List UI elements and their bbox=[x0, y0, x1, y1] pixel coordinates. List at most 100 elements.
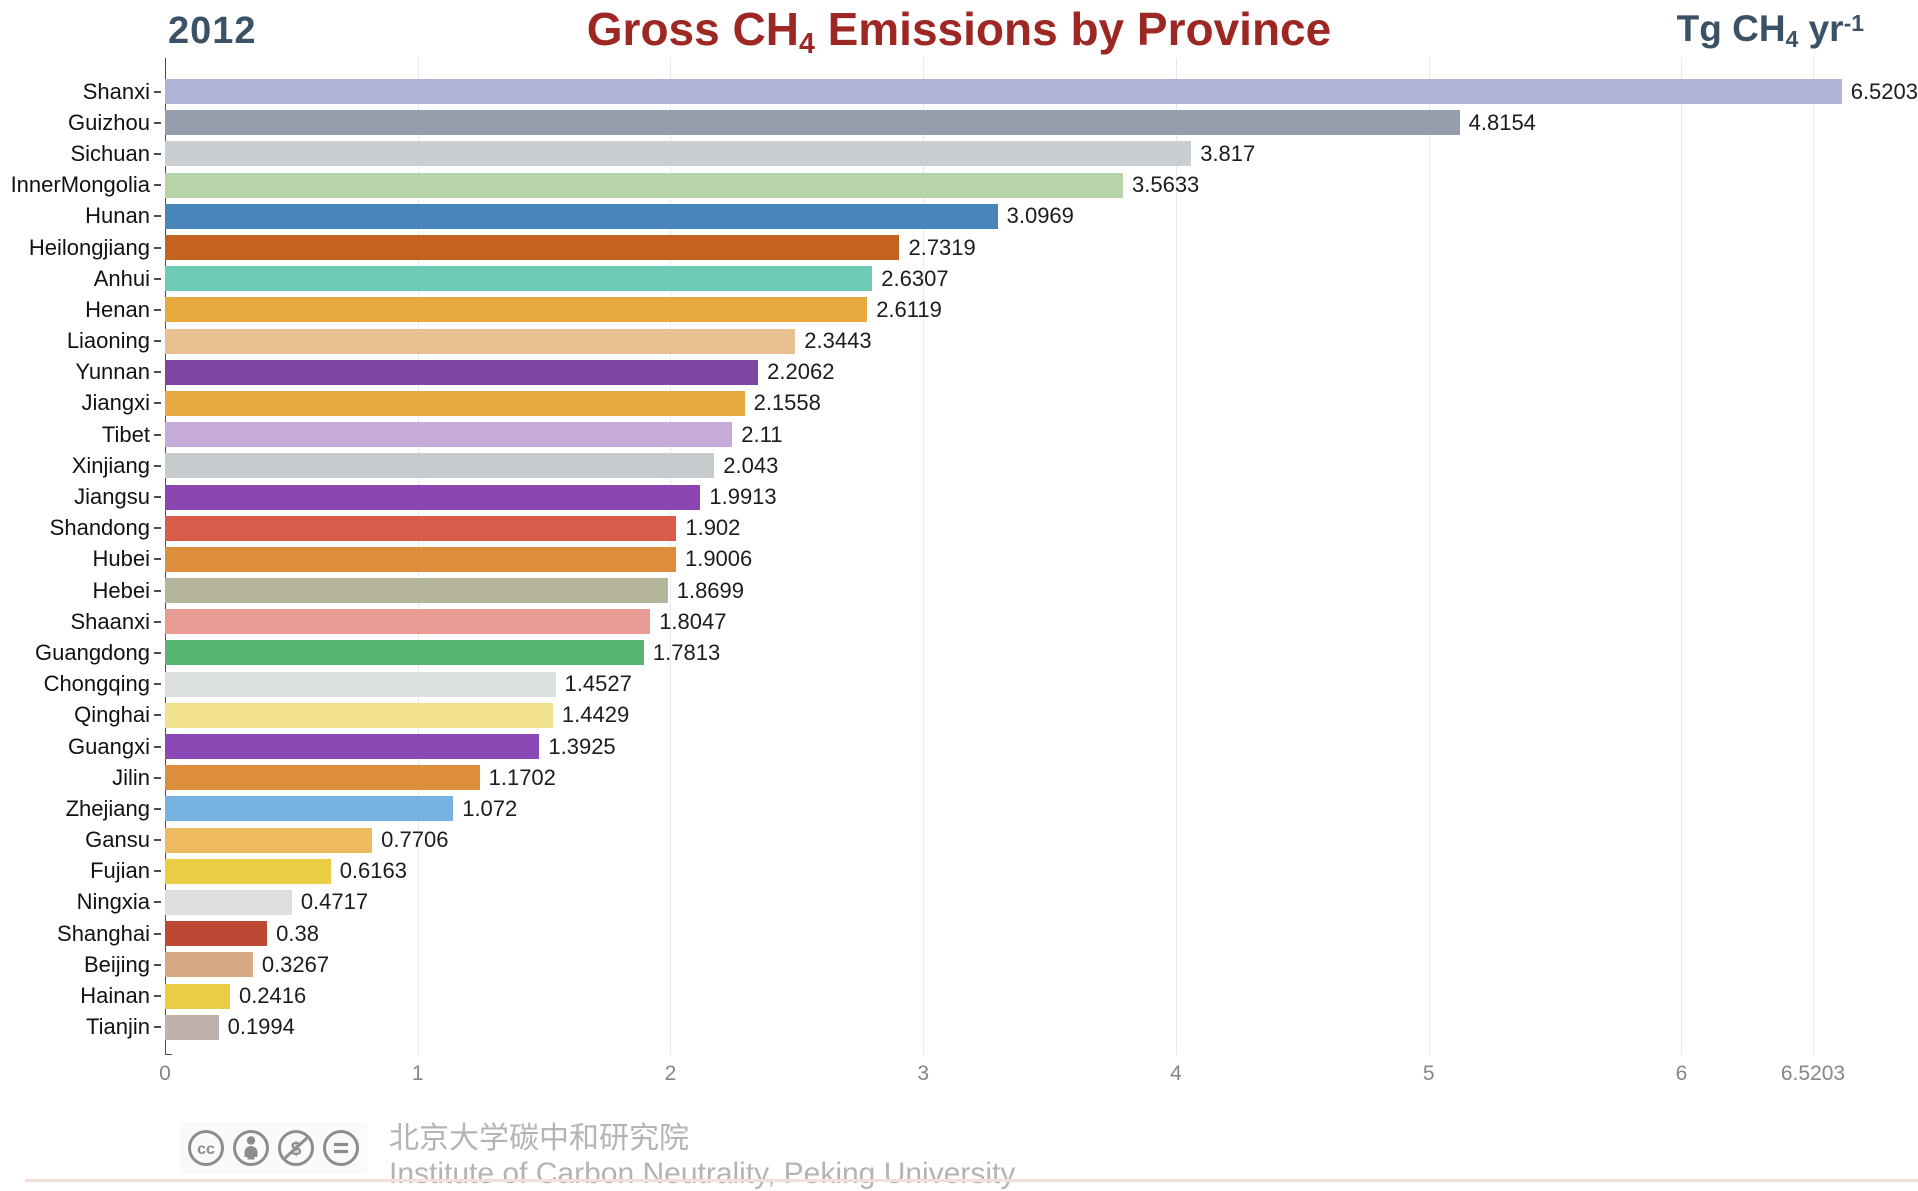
y-tick-mark bbox=[154, 652, 161, 654]
bar-track: 1.902 bbox=[165, 516, 1918, 541]
value-label: 6.5203 bbox=[1851, 79, 1918, 105]
unit-text: Tg CH bbox=[1677, 8, 1786, 49]
bar bbox=[165, 485, 700, 510]
x-tick-label: 3 bbox=[917, 1062, 929, 1086]
x-tick-label: 2 bbox=[665, 1062, 677, 1086]
x-tick-label: 4 bbox=[1170, 1062, 1182, 1086]
attribution-icon bbox=[231, 1128, 271, 1168]
bar-track: 3.817 bbox=[165, 141, 1918, 166]
category-label: Henan bbox=[0, 297, 150, 323]
y-tick-mark bbox=[154, 590, 161, 592]
bar bbox=[165, 765, 480, 790]
unit-label: Tg CH4 yr-1 bbox=[1677, 8, 1864, 50]
bar-track: 3.0969 bbox=[165, 204, 1918, 229]
bar-track: 0.7706 bbox=[165, 828, 1918, 853]
bar-row: Henan 2.6119 bbox=[0, 294, 1918, 325]
bar-track: 1.4527 bbox=[165, 672, 1918, 697]
bar-row: Qinghai 1.4429 bbox=[0, 700, 1918, 731]
value-label: 3.817 bbox=[1200, 141, 1255, 167]
bar-track: 2.2062 bbox=[165, 360, 1918, 385]
value-label: 1.8047 bbox=[659, 609, 726, 635]
no-derivatives-icon bbox=[321, 1128, 361, 1168]
value-label: 0.6163 bbox=[340, 858, 407, 884]
value-label: 2.7319 bbox=[908, 235, 975, 261]
bar bbox=[165, 297, 867, 322]
x-tick-label: 1 bbox=[412, 1062, 424, 1086]
bar-row: Sichuan 3.817 bbox=[0, 138, 1918, 169]
unit-text-2: yr bbox=[1798, 8, 1843, 49]
category-label: Shandong bbox=[0, 515, 150, 541]
value-label: 3.0969 bbox=[1007, 203, 1074, 229]
category-label: Jiangxi bbox=[0, 390, 150, 416]
value-label: 1.4527 bbox=[565, 671, 632, 697]
cc-icon: cc bbox=[186, 1128, 226, 1168]
y-tick-mark bbox=[154, 901, 161, 903]
category-label: Xinjiang bbox=[0, 453, 150, 479]
bar-track: 4.8154 bbox=[165, 110, 1918, 135]
bar bbox=[165, 672, 556, 697]
y-tick-mark bbox=[154, 402, 161, 404]
y-tick-mark bbox=[154, 91, 161, 93]
bar-track: 0.4717 bbox=[165, 890, 1918, 915]
y-tick-mark bbox=[154, 870, 161, 872]
y-tick-mark bbox=[154, 434, 161, 436]
bar bbox=[165, 141, 1191, 166]
svg-text:cc: cc bbox=[197, 1141, 215, 1158]
x-tick-label: 6.5203 bbox=[1781, 1062, 1845, 1086]
bar bbox=[165, 828, 372, 853]
bar-row: Gansu 0.7706 bbox=[0, 825, 1918, 856]
y-tick-mark bbox=[154, 340, 161, 342]
value-label: 1.4429 bbox=[562, 702, 629, 728]
bar-track: 3.5633 bbox=[165, 173, 1918, 198]
category-label: Tianjin bbox=[0, 1014, 150, 1040]
category-label: Gansu bbox=[0, 827, 150, 853]
category-label: Hainan bbox=[0, 983, 150, 1009]
non-commercial-icon: $ bbox=[276, 1128, 316, 1168]
bar-track: 2.11 bbox=[165, 422, 1918, 447]
chart-title-text: Gross CH bbox=[587, 3, 799, 55]
y-tick-mark bbox=[154, 215, 161, 217]
value-label: 2.11 bbox=[741, 422, 782, 448]
bar bbox=[165, 640, 644, 665]
value-label: 1.1702 bbox=[489, 765, 556, 791]
bar bbox=[165, 609, 650, 634]
bar-row: Jiangxi 2.1558 bbox=[0, 388, 1918, 419]
y-tick-mark bbox=[154, 683, 161, 685]
category-label: Hubei bbox=[0, 546, 150, 572]
category-label: Qinghai bbox=[0, 702, 150, 728]
bar bbox=[165, 516, 676, 541]
bar bbox=[165, 266, 872, 291]
category-label: Chongqing bbox=[0, 671, 150, 697]
category-label: Jiangsu bbox=[0, 484, 150, 510]
bar bbox=[165, 79, 1842, 104]
bar bbox=[165, 890, 292, 915]
value-label: 2.6307 bbox=[881, 266, 948, 292]
category-label: Fujian bbox=[0, 858, 150, 884]
bar bbox=[165, 547, 676, 572]
value-label: 2.6119 bbox=[876, 297, 942, 323]
bar bbox=[165, 578, 668, 603]
category-label: Sichuan bbox=[0, 141, 150, 167]
bar-track: 2.6307 bbox=[165, 266, 1918, 291]
x-tick-label: 5 bbox=[1423, 1062, 1435, 1086]
category-label: Shanxi bbox=[0, 79, 150, 105]
value-label: 0.3267 bbox=[262, 952, 329, 978]
y-tick-mark bbox=[154, 839, 161, 841]
category-label: Zhejiang bbox=[0, 796, 150, 822]
year-label: 2012 bbox=[168, 10, 257, 53]
unit-subscript: 4 bbox=[1786, 26, 1799, 52]
bar-track: 2.043 bbox=[165, 453, 1918, 478]
y-tick-mark bbox=[154, 496, 161, 498]
bar-track: 2.1558 bbox=[165, 391, 1918, 416]
